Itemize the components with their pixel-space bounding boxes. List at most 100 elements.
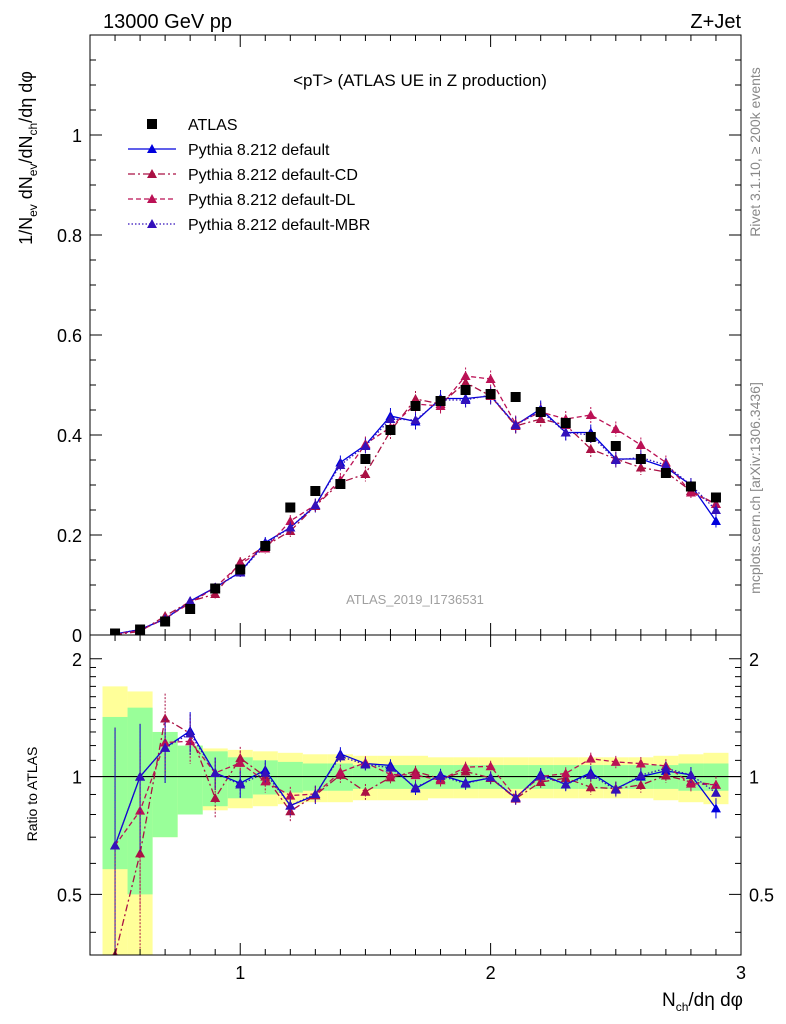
ratio-point-pythia-8-212-default-cd bbox=[210, 792, 221, 802]
y-tick-label: 0.4 bbox=[57, 426, 82, 446]
legend-label-pythia-8-212-default-mbr: Pythia 8.212 default-MBR bbox=[188, 217, 370, 234]
x-tick-label: 2 bbox=[486, 963, 496, 983]
legend-marker-pythia-8-212-default-mbr bbox=[147, 219, 157, 228]
ratio-point-pythia-8-212-default-dl bbox=[235, 757, 246, 767]
ratio-point-pythia-8-212-default bbox=[710, 803, 721, 813]
y-tick-label: 0.6 bbox=[57, 326, 82, 346]
ratio-point-pythia-8-212-default-mbr bbox=[210, 767, 221, 777]
ratio-point-pythia-8-212-default-mbr bbox=[610, 784, 621, 794]
ratio-y-tick-label-left: 2 bbox=[72, 650, 82, 670]
ratio-point-pythia-8-212-default-mbr bbox=[335, 751, 346, 761]
data-point-atlas bbox=[310, 486, 321, 496]
ratio-point-pythia-8-212-default-cd bbox=[360, 786, 371, 796]
data-point-pythia-8-212-default-mbr bbox=[185, 596, 196, 606]
legend-marker-atlas bbox=[147, 119, 157, 129]
data-point-atlas bbox=[385, 425, 396, 435]
plot-title: <pT> (ATLAS UE in Z production) bbox=[293, 71, 547, 90]
data-point-atlas bbox=[185, 604, 196, 614]
ratio-point-pythia-8-212-default-mbr bbox=[635, 770, 646, 780]
data-point-atlas bbox=[260, 541, 271, 551]
y-axis-label-ratio: Ratio to ATLAS bbox=[24, 747, 40, 842]
ratio-point-pythia-8-212-default-mbr bbox=[310, 788, 321, 798]
ratio-y-tick-label-right: 0.5 bbox=[749, 885, 774, 905]
side-label-bottom: mcplots.cern.ch [arXiv:1306.3436] bbox=[747, 382, 763, 594]
data-point-atlas bbox=[435, 396, 446, 406]
ratio-point-pythia-8-212-default-mbr bbox=[410, 782, 421, 792]
ratio-point-pythia-8-212-default-mbr bbox=[110, 840, 121, 850]
ratio-point-pythia-8-212-default-mbr bbox=[485, 772, 496, 782]
ratio-point-pythia-8-212-default-dl bbox=[460, 762, 471, 772]
uncertainty-bands bbox=[102, 686, 729, 955]
data-point-pythia-8-212-default-dl bbox=[460, 371, 471, 380]
ratio-point-pythia-8-212-default-mbr bbox=[560, 779, 571, 789]
data-point-atlas bbox=[410, 401, 421, 411]
data-point-atlas bbox=[485, 389, 496, 399]
data-point-pythia-8-212-default-mbr bbox=[335, 460, 346, 469]
data-point-atlas bbox=[360, 454, 371, 464]
data-point-atlas bbox=[460, 385, 471, 395]
ratio-point-pythia-8-212-default-mbr bbox=[360, 759, 371, 769]
data-point-pythia-8-212-default-dl bbox=[485, 374, 496, 383]
ratio-y-tick-label-left: 1 bbox=[72, 768, 82, 788]
ratio-point-pythia-8-212-default-dl bbox=[685, 778, 696, 788]
legend-marker-pythia-8-212-default-dl bbox=[147, 194, 157, 203]
side-label-top: Rivet 3.1.10, ≥ 200k events bbox=[747, 67, 763, 237]
ratio-point-pythia-8-212-default-cd bbox=[235, 753, 246, 763]
legend-label-pythia-8-212-default-cd: Pythia 8.212 default-CD bbox=[188, 167, 358, 184]
data-point-pythia-8-212-default-dl bbox=[585, 410, 596, 419]
ratio-point-pythia-8-212-default-cd bbox=[585, 782, 596, 792]
energy-label: 13000 GeV pp bbox=[103, 11, 232, 33]
ratio-y-tick-label-right: 2 bbox=[749, 650, 759, 670]
data-point-atlas bbox=[560, 418, 571, 428]
legend-label-atlas: ATLAS bbox=[188, 117, 238, 134]
data-point-atlas bbox=[210, 583, 221, 594]
ratio-point-pythia-8-212-default-mbr bbox=[685, 769, 696, 779]
legend-marker-pythia-8-212-default-cd bbox=[147, 169, 157, 178]
ratio-point-pythia-8-212-default-dl bbox=[635, 758, 646, 768]
data-point-pythia-8-212-default-cd bbox=[635, 462, 646, 472]
ratio-point-pythia-8-212-default-mbr bbox=[260, 767, 271, 777]
ratio-point-pythia-8-212-default-dl bbox=[335, 767, 346, 777]
y-tick-label: 0.8 bbox=[57, 226, 82, 246]
y-tick-label: 0.2 bbox=[57, 526, 82, 546]
ratio-point-pythia-8-212-default-dl bbox=[485, 761, 496, 771]
data-point-atlas bbox=[160, 616, 171, 627]
ratio-point-pythia-8-212-default-dl bbox=[135, 805, 146, 815]
data-point-atlas bbox=[710, 492, 721, 503]
y-tick-label: 1 bbox=[72, 126, 82, 146]
data-point-pythia-8-212-default-cd bbox=[410, 394, 421, 403]
ratio-point-pythia-8-212-default-mbr bbox=[510, 792, 521, 802]
legend-label-pythia-8-212-default-dl: Pythia 8.212 default-DL bbox=[188, 192, 355, 209]
ratio-point-pythia-8-212-default-dl bbox=[610, 756, 621, 766]
data-point-atlas bbox=[585, 432, 596, 442]
data-point-pythia-8-212-default-cd bbox=[585, 444, 596, 453]
axes: 1 2 3 0 0.2 0.4 0.6 0.8 1 0.5 0.5 1 1 2 2 bbox=[57, 34, 774, 983]
data-point-atlas bbox=[285, 502, 296, 513]
ratio-y-tick-label-right: 1 bbox=[749, 768, 759, 788]
ratio-point-pythia-8-212-default-dl bbox=[585, 753, 596, 763]
ratio-point-pythia-8-212-default-mbr bbox=[535, 770, 546, 780]
data-point-pythia-8-212-default-mbr bbox=[510, 420, 521, 429]
ratio-point-pythia-8-212-default-mbr bbox=[160, 742, 171, 752]
ratio-point-pythia-8-212-default-mbr bbox=[435, 770, 446, 780]
data-point-pythia-8-212-default-mbr bbox=[460, 395, 471, 404]
data-point-pythia-8-212-default-mbr bbox=[610, 455, 621, 464]
legend: ATLAS Pythia 8.212 default Pythia 8.212 de… bbox=[128, 117, 370, 234]
data-point-pythia-8-212-default-dl bbox=[635, 440, 646, 449]
data-point-atlas bbox=[660, 468, 671, 478]
data-point-atlas bbox=[510, 392, 521, 402]
data-point-pythia-8-212-default-mbr bbox=[310, 500, 321, 509]
data-point-atlas bbox=[635, 454, 646, 464]
ratio-point-pythia-8-212-default-mbr bbox=[135, 771, 146, 781]
y-axis-label-main: 1/Nev dNev/dNch/dη dφ bbox=[16, 71, 40, 245]
ratio-point-pythia-8-212-default-mbr bbox=[710, 787, 721, 797]
ratio-point-pythia-8-212-default-mbr bbox=[285, 800, 296, 810]
ratio-point-pythia-8-212-default-mbr bbox=[660, 763, 671, 773]
data-point-atlas bbox=[535, 407, 546, 417]
data-point-atlas bbox=[610, 441, 621, 451]
ratio-point-pythia-8-212-default-dl bbox=[560, 768, 571, 778]
data-point-pythia-8-212-default-mbr bbox=[710, 505, 721, 514]
ratio-point-pythia-8-212-default-dl bbox=[410, 770, 421, 780]
analysis-id: ATLAS_2019_I1736531 bbox=[346, 592, 484, 607]
data-point-pythia-8-212-default-mbr bbox=[660, 460, 671, 469]
